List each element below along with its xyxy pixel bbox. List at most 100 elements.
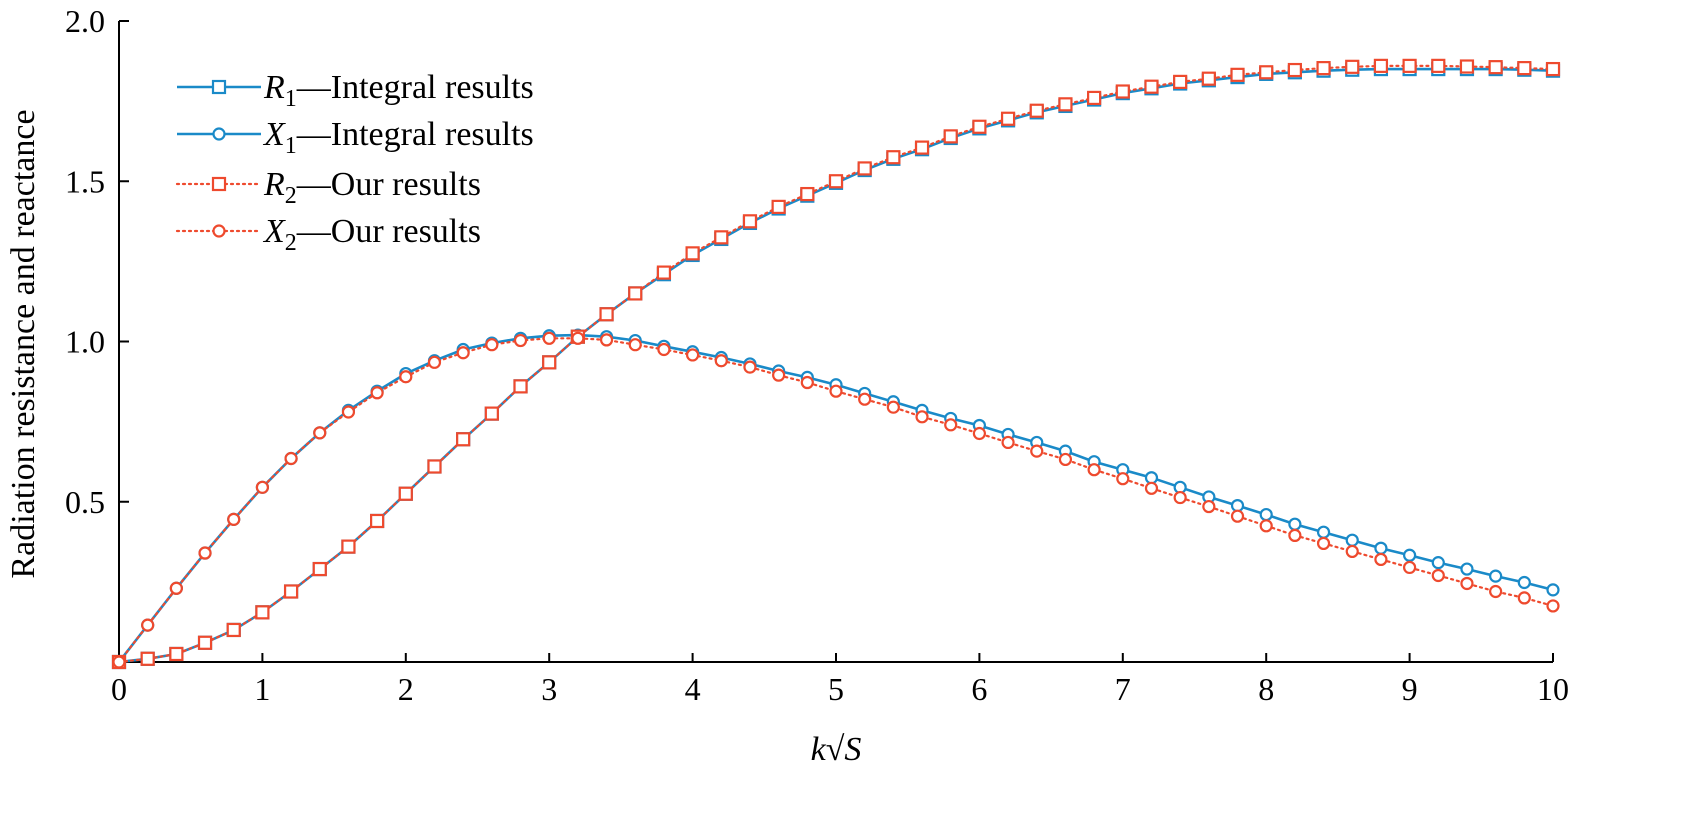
data-point: [829, 384, 843, 398]
data-point: [1517, 61, 1532, 76]
y-tick-label: 1.5: [65, 163, 105, 199]
data-point: [972, 119, 987, 134]
data-point: [341, 539, 356, 554]
data-point: [1287, 62, 1302, 78]
x-tick-label: 9: [1402, 671, 1418, 707]
legend-symbol: X: [262, 116, 286, 153]
series-layer: [111, 58, 1561, 670]
data-point: [456, 432, 471, 447]
data-point: [485, 338, 499, 352]
data-point: [1087, 90, 1102, 106]
data-point: [1374, 541, 1388, 555]
data-point: [1546, 599, 1560, 613]
data-point: [800, 375, 814, 390]
legend-symbol: R: [263, 69, 285, 106]
data-point: [1489, 584, 1503, 599]
legend-description: —Integral results: [296, 69, 534, 106]
data-point: [1259, 65, 1274, 80]
data-point: [140, 651, 155, 666]
data-point: [1316, 61, 1331, 76]
x-axis-label: k√S: [811, 731, 862, 768]
data-point: [313, 426, 327, 440]
legend-subscript: 1: [285, 133, 297, 159]
data-point: [1058, 97, 1073, 112]
data-point: [1201, 71, 1216, 86]
data-point: [828, 174, 844, 189]
legend-marker: [212, 127, 226, 141]
y-tick-label: 1.0: [65, 324, 105, 360]
legend-subscript: 2: [285, 230, 297, 256]
legend-description: —Our results: [296, 166, 481, 203]
data-point: [542, 331, 556, 345]
data-point: [772, 368, 786, 382]
y-ticks: 0.5 1.0 1.5 2.0: [65, 3, 129, 520]
data-point: [1230, 509, 1245, 523]
data-point: [197, 635, 213, 650]
legend-subscript: 1: [285, 86, 297, 112]
data-point: [1058, 452, 1073, 467]
data-point: [226, 622, 241, 638]
legend-symbol: R: [263, 166, 285, 203]
data-point: [1259, 507, 1273, 522]
x-tick-label: 4: [685, 671, 701, 707]
data-point: [944, 418, 958, 432]
data-point: [1374, 552, 1388, 567]
data-point: [398, 486, 413, 501]
data-point: [1316, 525, 1331, 539]
data-point: [284, 451, 298, 466]
data-point: [628, 286, 643, 301]
data-point: [1460, 562, 1474, 576]
legend-marker: [211, 79, 227, 95]
data-point: [1230, 67, 1245, 82]
data-point: [169, 646, 184, 662]
x-tick-label: 3: [541, 671, 557, 707]
data-point: [370, 513, 385, 529]
data-point: [1173, 74, 1188, 89]
series-x1: [112, 328, 1560, 669]
data-point: [427, 355, 442, 369]
data-point: [886, 150, 901, 165]
data-point: [1345, 544, 1359, 559]
legend-symbol: X: [262, 213, 286, 250]
data-point: [198, 546, 212, 560]
x-tick-label: 1: [254, 671, 270, 707]
data-point: [685, 348, 700, 362]
data-point: [1545, 61, 1561, 77]
data-point: [1230, 498, 1245, 513]
data-point: [456, 346, 470, 360]
data-point: [312, 561, 327, 577]
data-point: [1431, 556, 1445, 570]
data-point: [399, 370, 413, 384]
data-point: [714, 230, 729, 245]
data-point: [1115, 84, 1130, 99]
data-point: [255, 480, 269, 494]
data-point: [112, 655, 126, 669]
data-point: [1402, 58, 1417, 73]
data-point: [1030, 444, 1044, 458]
data-point: [1029, 103, 1044, 118]
data-point: [886, 400, 900, 414]
data-point: [1144, 79, 1159, 94]
data-point: [1460, 576, 1474, 591]
data-point: [743, 360, 757, 374]
y-axis-label: Radiation resistance and reactance: [5, 109, 42, 578]
legend-label: X1—Integral results: [262, 116, 534, 159]
data-point: [1173, 490, 1187, 505]
data-point: [1087, 463, 1101, 477]
data-point: [858, 392, 872, 406]
x-tick-label: 6: [971, 671, 987, 707]
data-point: [1001, 435, 1015, 450]
legend-description: —Our results: [296, 213, 481, 250]
data-point: [283, 584, 299, 599]
legend-description: —Integral results: [296, 116, 534, 153]
data-point: [255, 605, 270, 620]
data-point: [370, 386, 384, 400]
data-point: [914, 140, 930, 155]
data-point: [857, 161, 872, 176]
x-tick-label: 5: [828, 671, 844, 707]
data-point: [800, 186, 815, 202]
legend-subscript: 2: [285, 183, 297, 209]
legend-marker: [211, 176, 227, 192]
legend-entry: R2—Our results: [175, 166, 481, 209]
